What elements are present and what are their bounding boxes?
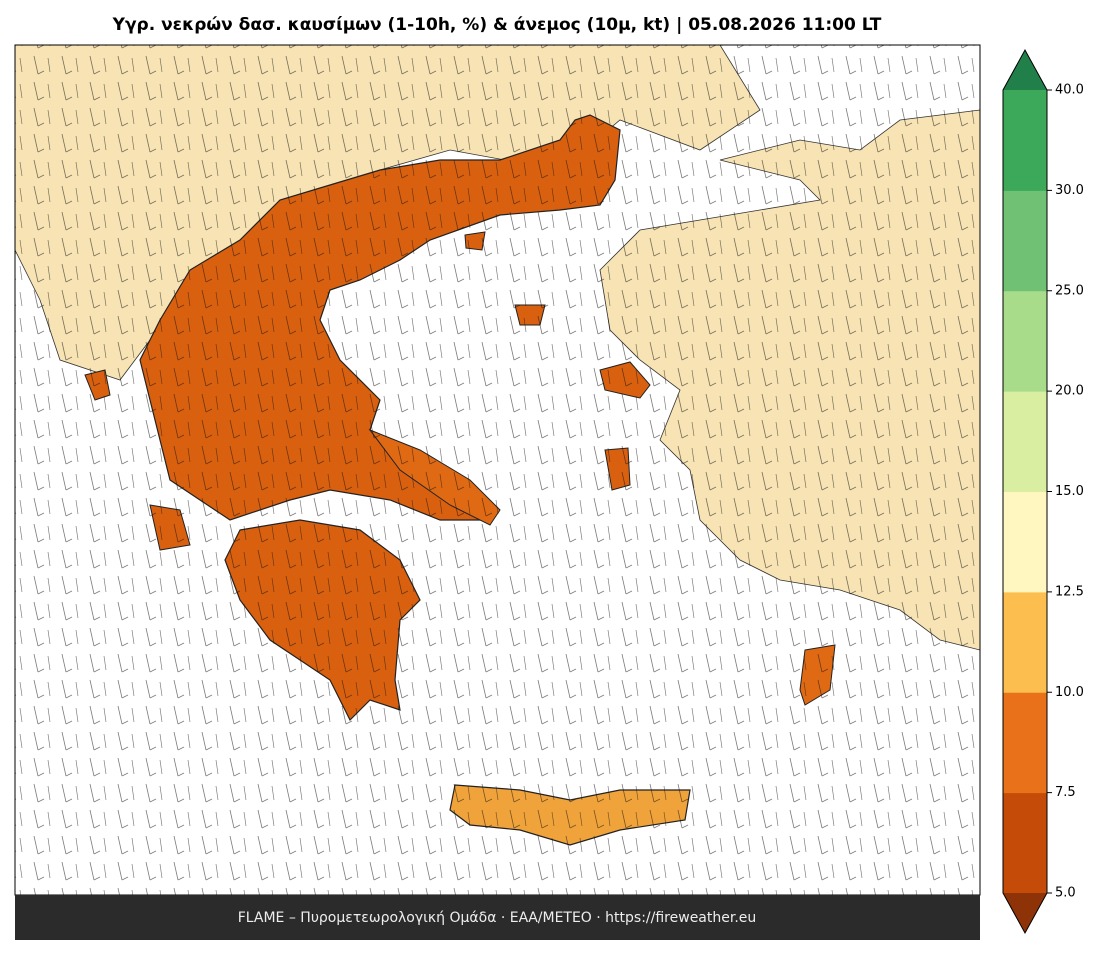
colorbar-band [1003, 491, 1047, 593]
colorbar-band [1003, 591, 1047, 693]
colorbar-tick-label: 7.5 [1055, 785, 1076, 800]
colorbar-band [1003, 792, 1047, 894]
colorbar: 5.0 7.5 10.0 12.5 15.0 20.0 25.0 30.0 40.0 [1002, 48, 1084, 935]
footer-text: FLAME – Πυρομετεωρολογική Ομάδα · ΕΑΑ/ME… [238, 910, 757, 926]
colorbar-band [1003, 692, 1047, 794]
colorbar-tick-label: 30.0 [1055, 183, 1084, 198]
map-area [15, 45, 980, 895]
colorbar-extend-max [1003, 50, 1047, 90]
wind-barbs [15, 45, 980, 895]
colorbar-band [1003, 190, 1047, 292]
colorbar-extend-min [1003, 893, 1047, 933]
colorbar-band [1003, 90, 1047, 191]
colorbar-tick-label: 40.0 [1055, 83, 1084, 98]
colorbar-tick-label: 20.0 [1055, 384, 1084, 399]
colorbar-band [1003, 391, 1047, 492]
colorbar-tick-label: 15.0 [1055, 484, 1084, 499]
colorbar-tick-label: 5.0 [1055, 886, 1076, 901]
colorbar-band [1003, 290, 1047, 392]
colorbar-tick-label: 25.0 [1055, 283, 1084, 298]
footer-band [15, 895, 980, 940]
colorbar-tick-label: 10.0 [1055, 685, 1084, 700]
map-title: Υγρ. νεκρών δασ. καυσίμων (1-10h, %) & ά… [112, 15, 882, 35]
colorbar-tick-label: 12.5 [1055, 584, 1084, 599]
